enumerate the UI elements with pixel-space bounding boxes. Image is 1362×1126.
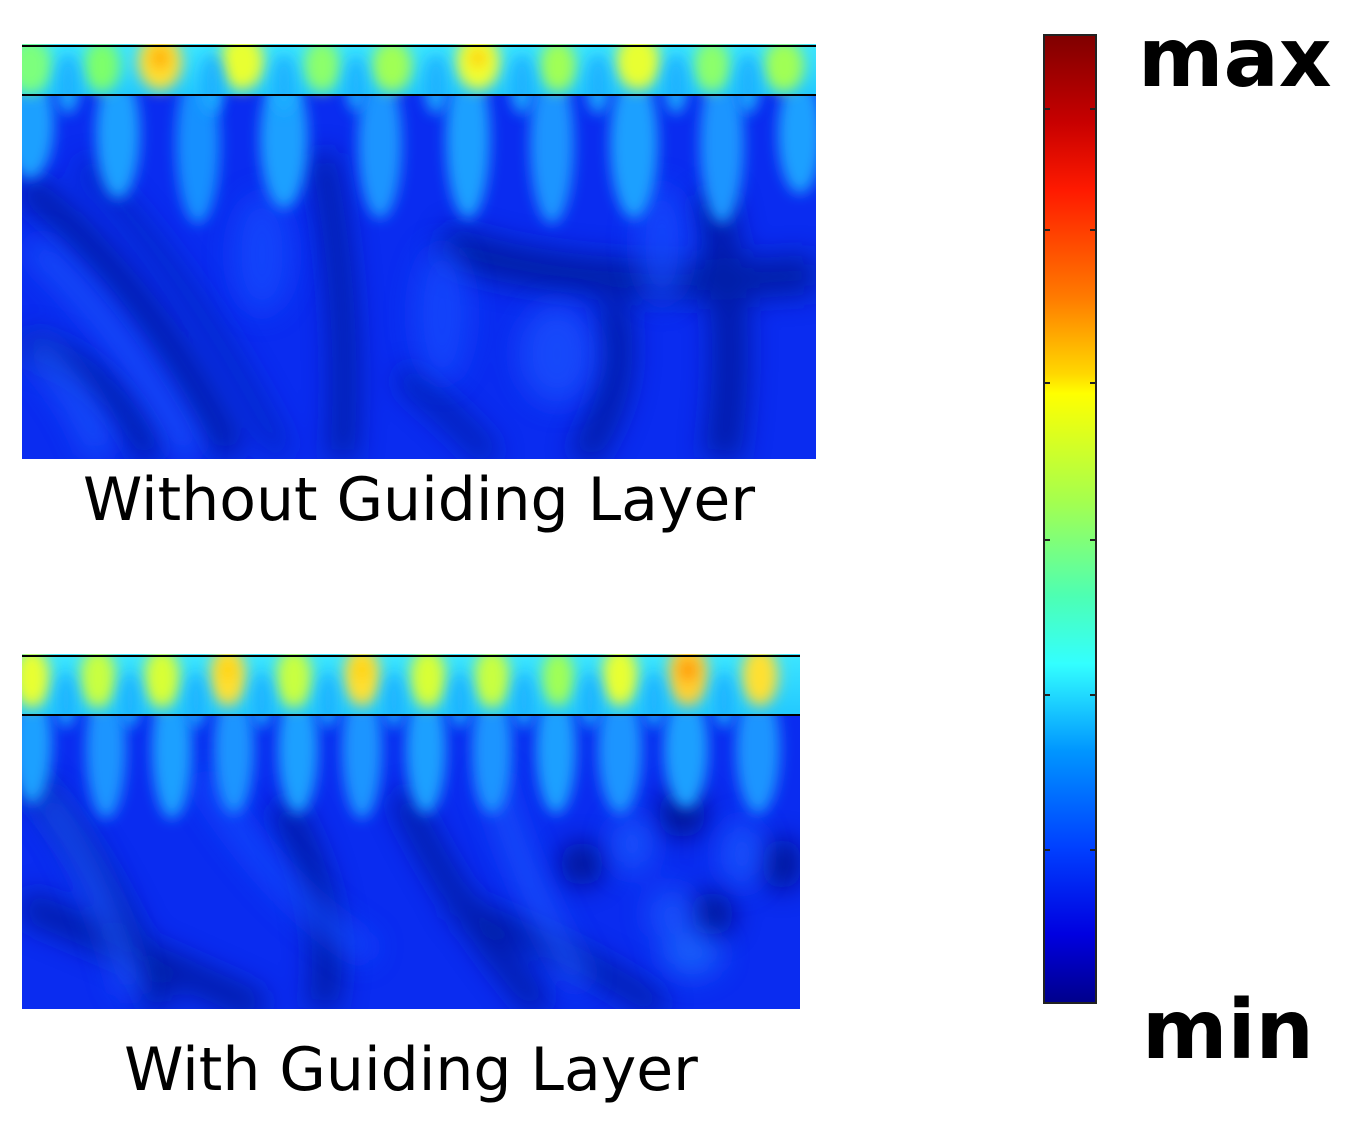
colorbar-tick [1044, 229, 1050, 231]
colorbar-max-label: max [1138, 11, 1332, 106]
colorbar-tick [1044, 849, 1050, 851]
colorbar-tick [1044, 108, 1050, 110]
caption-without-guiding-layer: Without Guiding Layer [83, 465, 755, 535]
colorbar-tick [1090, 539, 1096, 541]
colorbar-tick [1090, 849, 1096, 851]
field-map-with-guiding-layer [22, 654, 800, 1009]
colorbar-tick [1044, 539, 1050, 541]
field-map-without-guiding-layer [22, 44, 816, 459]
caption-with-guiding-layer: With Guiding Layer [124, 1035, 698, 1105]
colorbar-tick [1044, 382, 1050, 384]
colorbar-tick [1044, 694, 1050, 696]
colorbar-tick [1090, 382, 1096, 384]
colorbar [1043, 34, 1097, 1004]
colorbar-tick [1090, 108, 1096, 110]
colorbar-min-label: min [1142, 983, 1314, 1078]
colorbar-tick [1090, 694, 1096, 696]
colorbar-tick [1090, 229, 1096, 231]
